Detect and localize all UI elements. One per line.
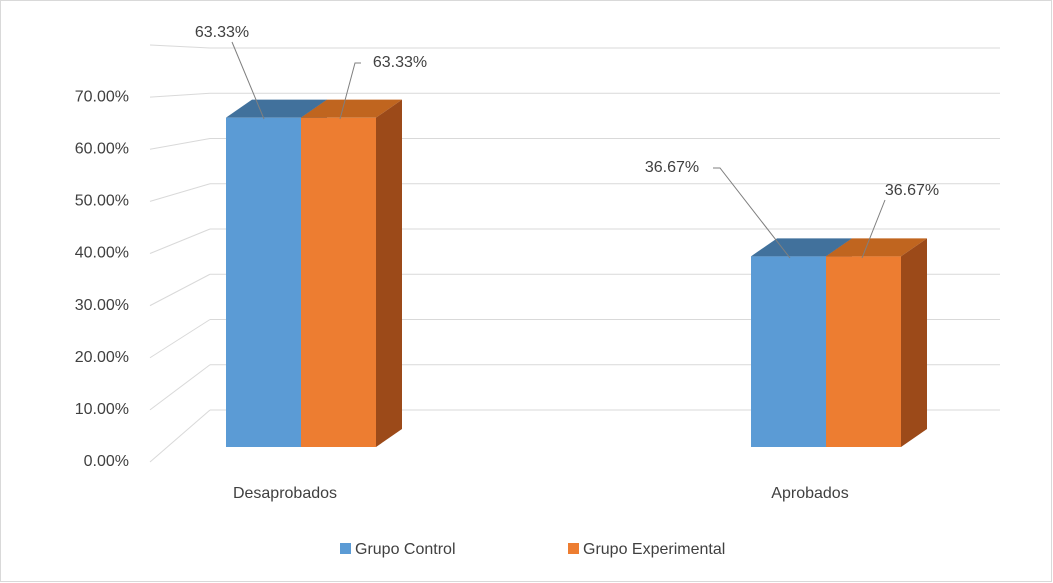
grid-line <box>149 228 211 254</box>
y-tick-label: 30.00% <box>75 297 129 314</box>
bar <box>751 256 826 447</box>
leader-line <box>231 41 265 120</box>
x-tick-label: Desaprobados <box>233 485 337 502</box>
y-tick-label: 60.00% <box>75 140 129 157</box>
grid-line <box>149 319 211 359</box>
y-tick-label: 50.00% <box>75 193 129 210</box>
wall-edge <box>149 44 211 49</box>
legend-swatch <box>340 543 351 554</box>
bar <box>301 117 376 448</box>
y-tick-label: 70.00% <box>75 88 129 105</box>
grid-line <box>149 364 211 411</box>
y-tick-label: 20.00% <box>75 349 129 366</box>
grid-line <box>149 273 211 307</box>
bar <box>826 256 901 447</box>
bar-top <box>826 238 927 257</box>
x-tick-label: Aprobados <box>771 485 848 502</box>
y-tick-label: 40.00% <box>75 245 129 262</box>
grid-line <box>149 409 211 463</box>
bar-top <box>301 99 402 118</box>
legend-label: Grupo Control <box>355 541 456 558</box>
data-label: 63.33% <box>195 24 249 41</box>
data-label: 63.33% <box>373 54 427 71</box>
legend-label: Grupo Experimental <box>583 541 725 558</box>
bar <box>226 117 301 448</box>
data-label: 36.67% <box>885 182 939 199</box>
bar-top <box>226 99 327 118</box>
data-label: 36.67% <box>645 159 699 176</box>
bar-side <box>901 238 927 447</box>
leader-line <box>713 167 791 259</box>
leader-line <box>339 62 361 120</box>
grid-line <box>149 183 211 202</box>
legend-swatch <box>568 543 579 554</box>
grid-line <box>149 138 211 150</box>
leader-line <box>861 199 886 259</box>
grid-line <box>149 92 211 98</box>
y-tick-label: 10.00% <box>75 401 129 418</box>
y-tick-label: 0.00% <box>84 453 129 470</box>
bar-top <box>751 238 852 257</box>
bar-side <box>376 99 402 448</box>
